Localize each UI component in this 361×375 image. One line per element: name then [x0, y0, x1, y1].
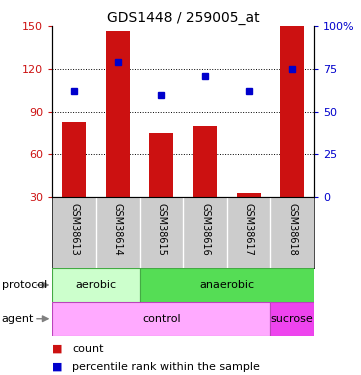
Text: agent: agent: [2, 314, 34, 324]
Text: GSM38616: GSM38616: [200, 202, 210, 255]
Text: control: control: [142, 314, 181, 324]
Text: sucrose: sucrose: [271, 314, 314, 324]
Bar: [149, 133, 173, 197]
Text: GSM38618: GSM38618: [287, 202, 297, 255]
Bar: [52, 302, 270, 336]
Title: GDS1448 / 259005_at: GDS1448 / 259005_at: [107, 11, 260, 25]
Text: anaerobic: anaerobic: [199, 280, 255, 290]
Bar: [140, 268, 314, 302]
Text: ■: ■: [52, 362, 63, 372]
Bar: [193, 126, 217, 197]
Bar: [270, 302, 314, 336]
Text: GSM38617: GSM38617: [244, 202, 254, 255]
Text: aerobic: aerobic: [75, 280, 117, 290]
Bar: [52, 268, 140, 302]
Text: GSM38615: GSM38615: [156, 202, 166, 255]
Text: count: count: [72, 344, 104, 354]
Bar: [280, 26, 304, 197]
Bar: [237, 193, 261, 197]
Text: percentile rank within the sample: percentile rank within the sample: [72, 362, 260, 372]
Text: GSM38614: GSM38614: [113, 202, 123, 255]
Text: ■: ■: [52, 344, 63, 354]
Text: protocol: protocol: [2, 280, 47, 290]
Bar: [62, 122, 86, 197]
Text: GSM38613: GSM38613: [69, 202, 79, 255]
Bar: [106, 30, 130, 197]
